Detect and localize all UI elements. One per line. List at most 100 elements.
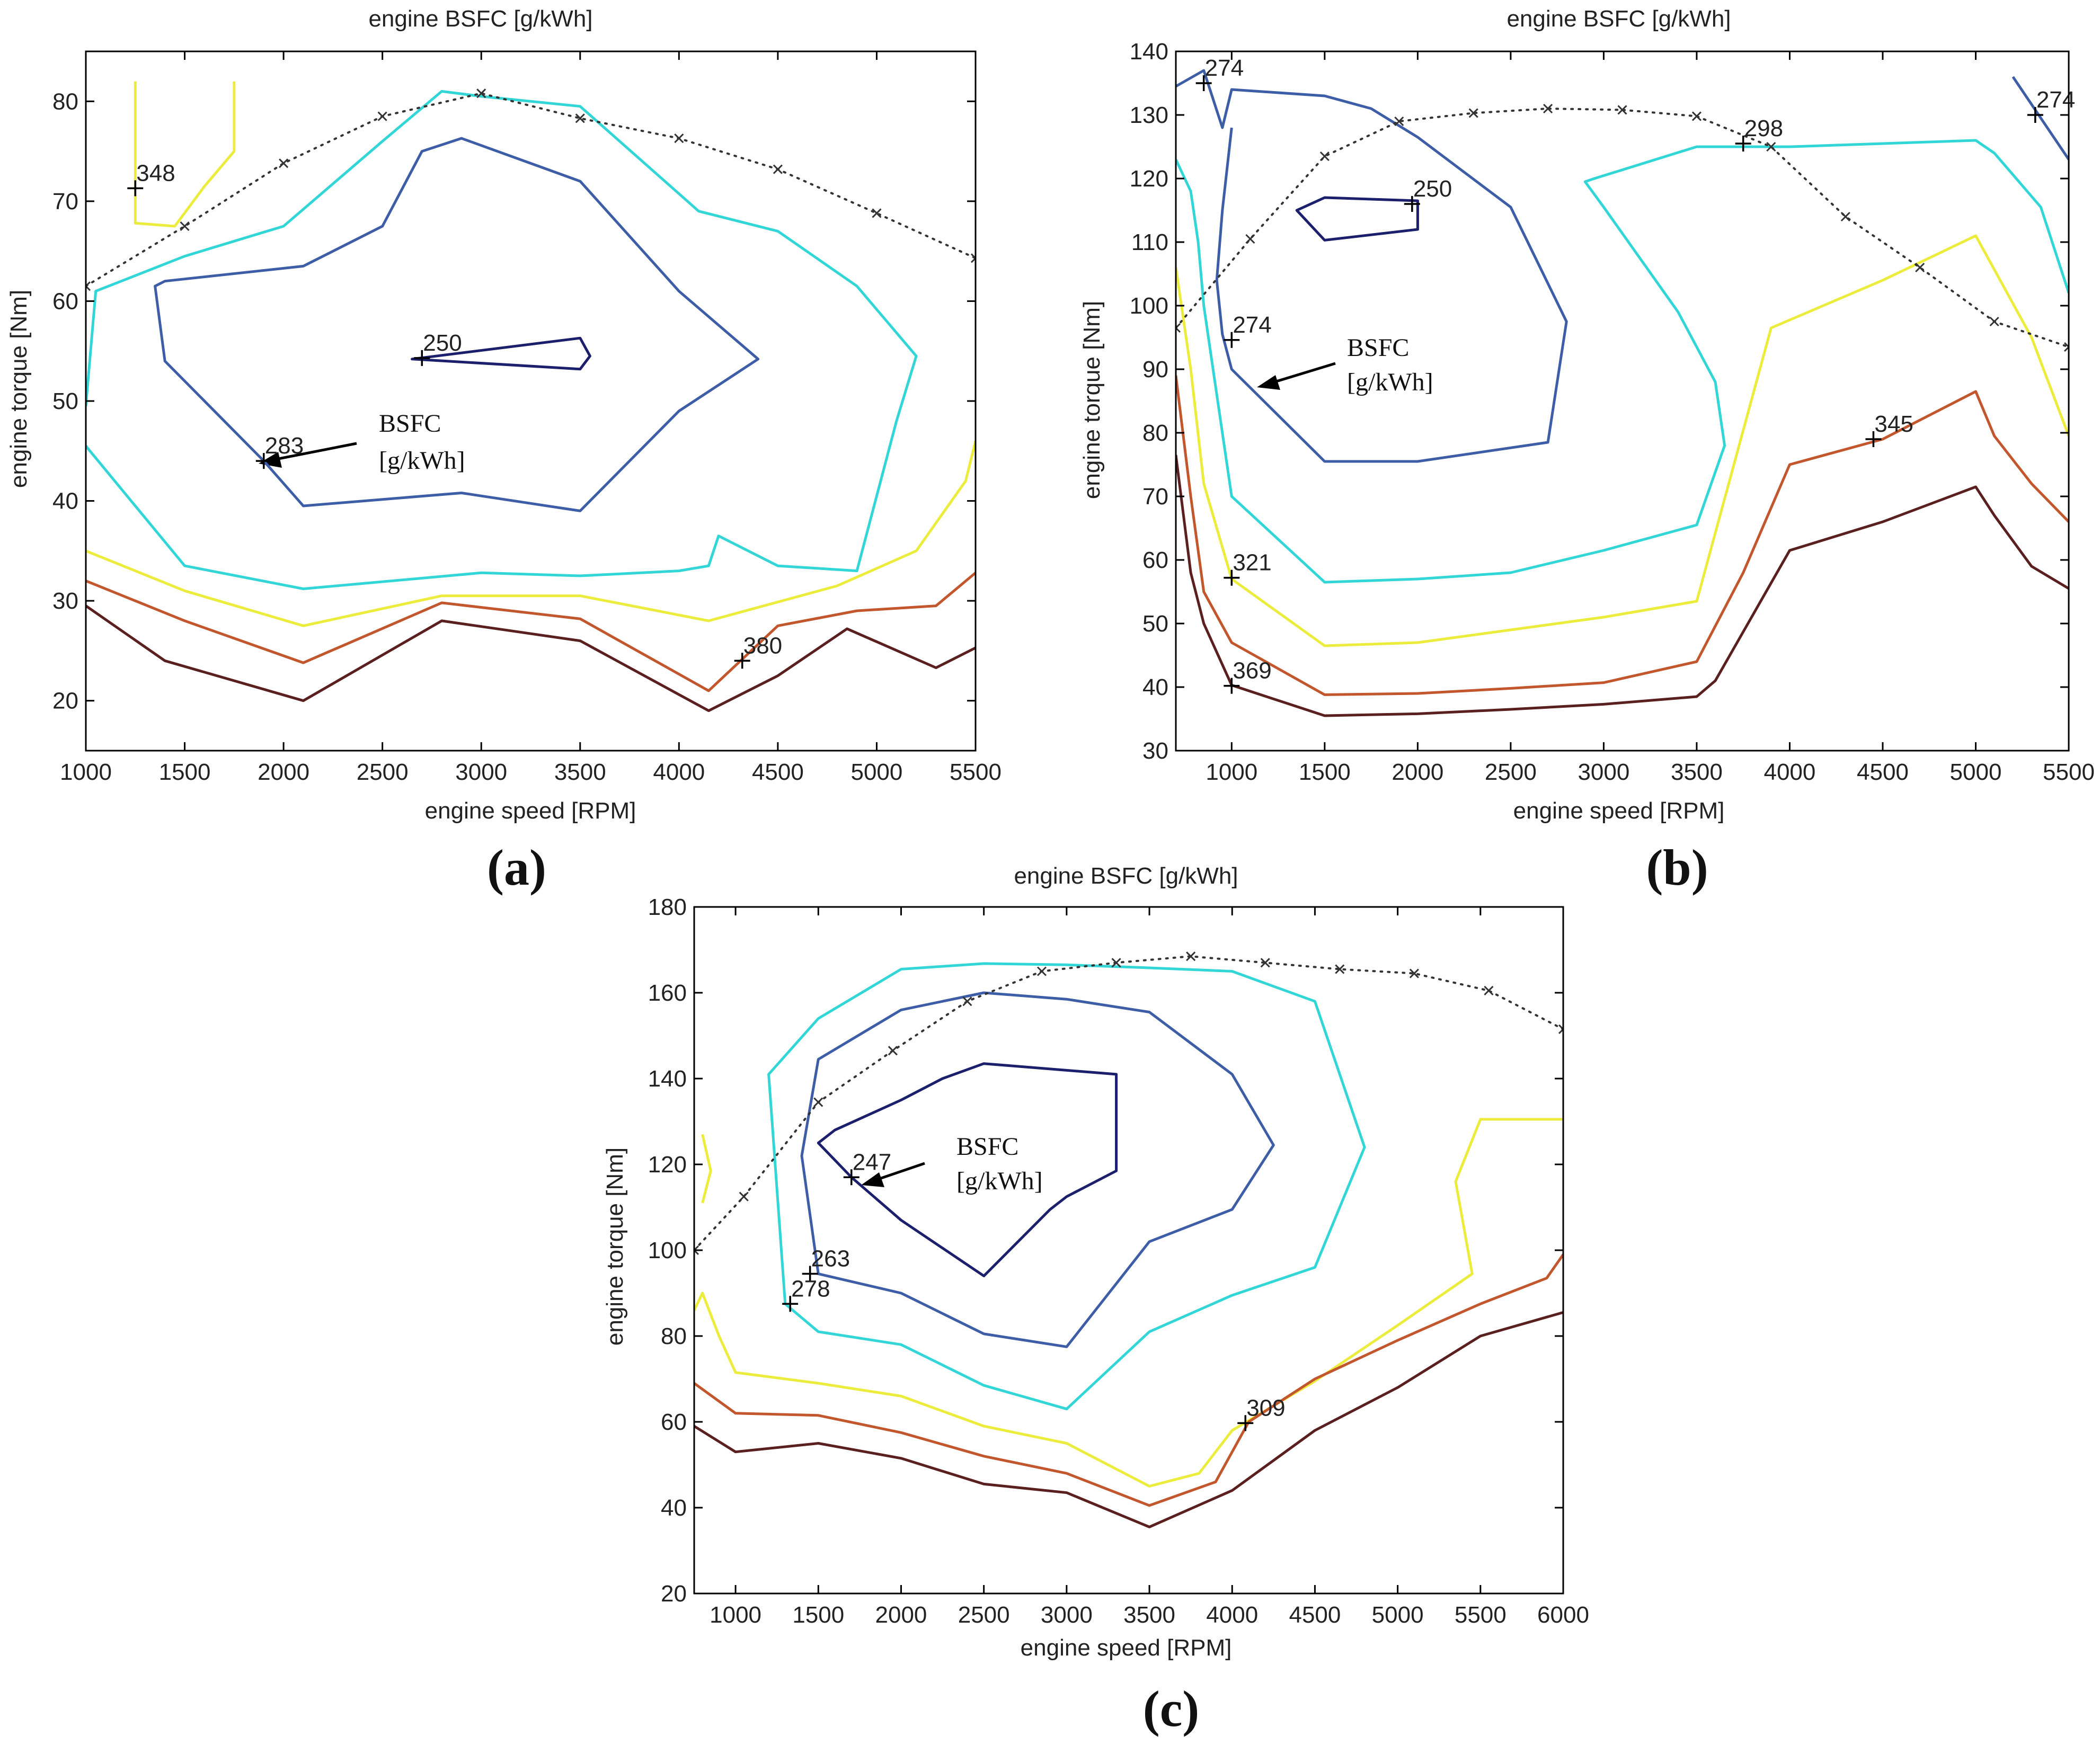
max-torque-marker	[1176, 323, 1181, 333]
x-tick-label: 4500	[1289, 1602, 1341, 1628]
y-tick-label: 40	[1142, 674, 1168, 700]
max-torque-marker	[674, 133, 684, 144]
contour-line-250	[411, 336, 591, 371]
contour-label: 283	[265, 433, 304, 459]
contour-label-marker	[1195, 75, 1212, 91]
x-tick-label: 5000	[850, 759, 902, 785]
contour-line-345	[1176, 375, 2069, 696]
contour-label: 250	[423, 330, 462, 356]
max-torque-marker	[1394, 116, 1404, 127]
annotation-arrowhead	[1257, 375, 1280, 390]
bsfc-annotation-line2: [g/kWh]	[956, 1167, 1043, 1195]
max-torque-marker	[1691, 111, 1702, 121]
x-tick-label: 1500	[792, 1602, 844, 1628]
contour-line-369	[1176, 455, 2069, 717]
max-torque-marker	[2063, 342, 2069, 352]
bsfc-annotation-line1: BSFC	[1347, 334, 1409, 362]
contour-label: 321	[1233, 550, 1271, 576]
bsfc-annotation-line1: BSFC	[956, 1133, 1018, 1161]
plot-area	[86, 81, 976, 713]
max-torque-marker	[1558, 1024, 1563, 1034]
max-torque-marker	[813, 1097, 823, 1107]
contour-label-marker	[1224, 678, 1240, 694]
annotation-arrowhead	[861, 1172, 884, 1187]
x-tick-label: 4000	[1764, 759, 1815, 785]
contour-line-yellow	[694, 1118, 1563, 1488]
contour-label: 263	[811, 1246, 850, 1272]
y-tick-label: 70	[52, 189, 78, 215]
x-tick-label: 6000	[1537, 1602, 1589, 1628]
contour-label-marker	[802, 1266, 818, 1282]
x-axis-label: engine speed [RPM]	[425, 798, 636, 824]
contour-line-309	[694, 1253, 1563, 1507]
contour-line-cyan	[1176, 139, 2069, 584]
y-tick-label: 130	[1130, 102, 1168, 128]
contour-label-marker	[255, 453, 272, 469]
contour-label: 380	[743, 633, 782, 658]
x-tick-label: 3500	[1671, 759, 1723, 785]
y-tick-label: 30	[1142, 738, 1168, 764]
contour-label: 345	[1874, 411, 1913, 437]
annotation-arrow	[1267, 362, 1336, 386]
max-torque-marker	[1484, 985, 1494, 996]
y-tick-label: 40	[661, 1495, 687, 1521]
contour-line-283	[154, 137, 760, 512]
max-torque-marker	[1617, 105, 1627, 115]
y-tick-label: 140	[1130, 39, 1168, 65]
max-torque-marker	[1245, 234, 1255, 244]
max-torque-marker	[1335, 964, 1345, 974]
panel-label-b: (b)	[1646, 839, 1708, 896]
x-tick-label: 3000	[1041, 1602, 1093, 1628]
max-torque-marker	[694, 1245, 699, 1256]
x-tick-label: 3000	[1578, 759, 1629, 785]
contour-line-yellow	[134, 81, 236, 228]
x-tick-label: 3500	[554, 759, 606, 785]
max-torque-marker	[377, 111, 387, 121]
max-torque-marker	[1468, 108, 1478, 118]
x-tick-label: 3000	[455, 759, 507, 785]
x-tick-label: 5000	[1372, 1602, 1424, 1628]
max-torque-marker	[970, 253, 976, 263]
contour-label: 298	[1744, 115, 1783, 141]
contour-label: 278	[791, 1276, 830, 1302]
y-axis-label: engine torque [Nm]	[6, 290, 32, 488]
contour-label-marker	[1237, 1415, 1254, 1431]
y-tick-label: 160	[648, 980, 687, 1006]
y-tick-label: 20	[661, 1581, 687, 1607]
max-torque-marker	[962, 996, 972, 1007]
x-tick-label: 1000	[1206, 759, 1257, 785]
panel-label-c: (c)	[1143, 1680, 1200, 1737]
x-tick-label: 2500	[1485, 759, 1537, 785]
max-torque-marker	[773, 164, 783, 174]
x-axis-label: engine speed [RPM]	[1021, 1635, 1232, 1661]
y-tick-label: 90	[1142, 357, 1168, 382]
y-tick-label: 60	[1142, 547, 1168, 573]
axes-frame	[1175, 50, 2070, 752]
x-tick-label: 3500	[1123, 1602, 1175, 1628]
contour-label: 348	[136, 160, 175, 186]
bsfc-annotation-line2: [g/kWh]	[1347, 368, 1433, 396]
contour-label-marker	[1735, 136, 1751, 152]
max-torque-marker	[1840, 211, 1850, 222]
bsfc-annotation-line2: [g/kWh]	[379, 447, 465, 475]
max-torque-marker	[1409, 968, 1419, 978]
contour-label-marker	[843, 1169, 860, 1186]
x-axis-label: engine speed [RPM]	[1513, 798, 1725, 824]
max-torque-marker	[739, 1191, 749, 1201]
max-torque-marker	[1186, 951, 1196, 961]
max-torque-marker	[1766, 141, 1776, 152]
y-tick-label: 120	[1130, 166, 1168, 192]
contour-label-marker	[782, 1296, 799, 1312]
x-tick-label: 4000	[653, 759, 705, 785]
contour-label: 274	[1233, 312, 1271, 338]
contour-line-321	[1176, 234, 2069, 647]
chart-title: engine BSFC [g/kWh]	[1014, 863, 1238, 889]
contour-label: 309	[1246, 1395, 1285, 1421]
y-tick-label: 80	[661, 1323, 687, 1349]
max-torque-marker	[279, 158, 289, 168]
max-torque-marker	[1989, 316, 1999, 327]
y-axis-label: engine torque [Nm]	[1079, 301, 1105, 499]
y-tick-label: 80	[52, 88, 78, 114]
